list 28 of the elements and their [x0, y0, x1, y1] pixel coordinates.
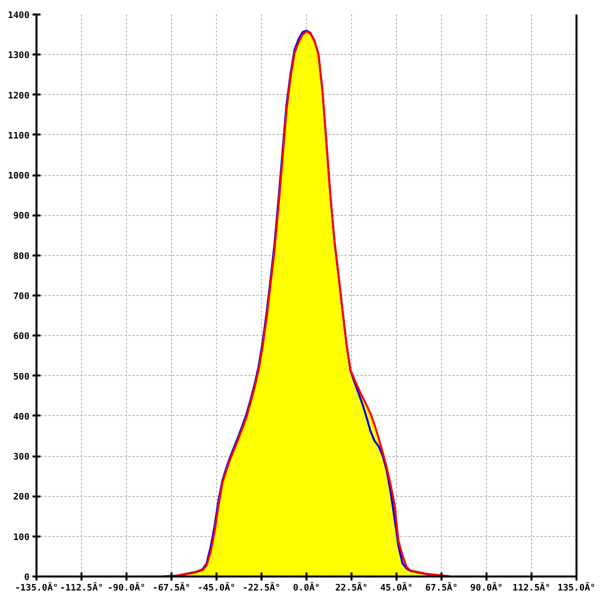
x-tick-label: 45.0Â° — [380, 582, 413, 594]
x-tick-label: -135.0Â° — [14, 582, 58, 594]
x-tick-label: 67.5Â° — [425, 582, 458, 594]
x-tick-label: 90.0Â° — [470, 582, 503, 594]
y-tick-label: 100 — [13, 532, 30, 543]
y-tick-label: 300 — [13, 452, 30, 463]
x-tick-label: -45.0Â° — [198, 582, 236, 594]
y-tick-label: 600 — [13, 332, 30, 342]
y-tick-label: 0 — [24, 573, 30, 583]
x-tick-label: -67.5Â° — [152, 582, 190, 594]
x-tick-label: -112.5Â° — [60, 582, 104, 594]
y-tick-label: 1100 — [8, 131, 30, 142]
y-tick-label: 1200 — [8, 91, 30, 102]
x-tick-label: 22.5Â° — [335, 582, 368, 594]
y-tick-label: 700 — [13, 292, 30, 302]
y-tick-label: 400 — [13, 412, 30, 422]
x-tick-label: 135.0Â° — [558, 582, 596, 594]
x-tick-label: -22.5Â° — [242, 582, 280, 594]
y-tick-label: 800 — [13, 252, 30, 262]
x-tick-label: -90.0Â° — [108, 582, 146, 594]
x-tick-label: 0.0Â° — [292, 582, 320, 594]
y-tick-label: 1300 — [8, 51, 30, 62]
y-tick-label: 1000 — [8, 172, 30, 182]
x-tick-label: 112.5Â° — [512, 582, 550, 594]
y-tick-label: 200 — [13, 492, 30, 503]
y-tick-label: 500 — [13, 372, 30, 382]
y-tick-label: 1400 — [8, 11, 30, 21]
y-tick-label: 900 — [13, 212, 30, 222]
